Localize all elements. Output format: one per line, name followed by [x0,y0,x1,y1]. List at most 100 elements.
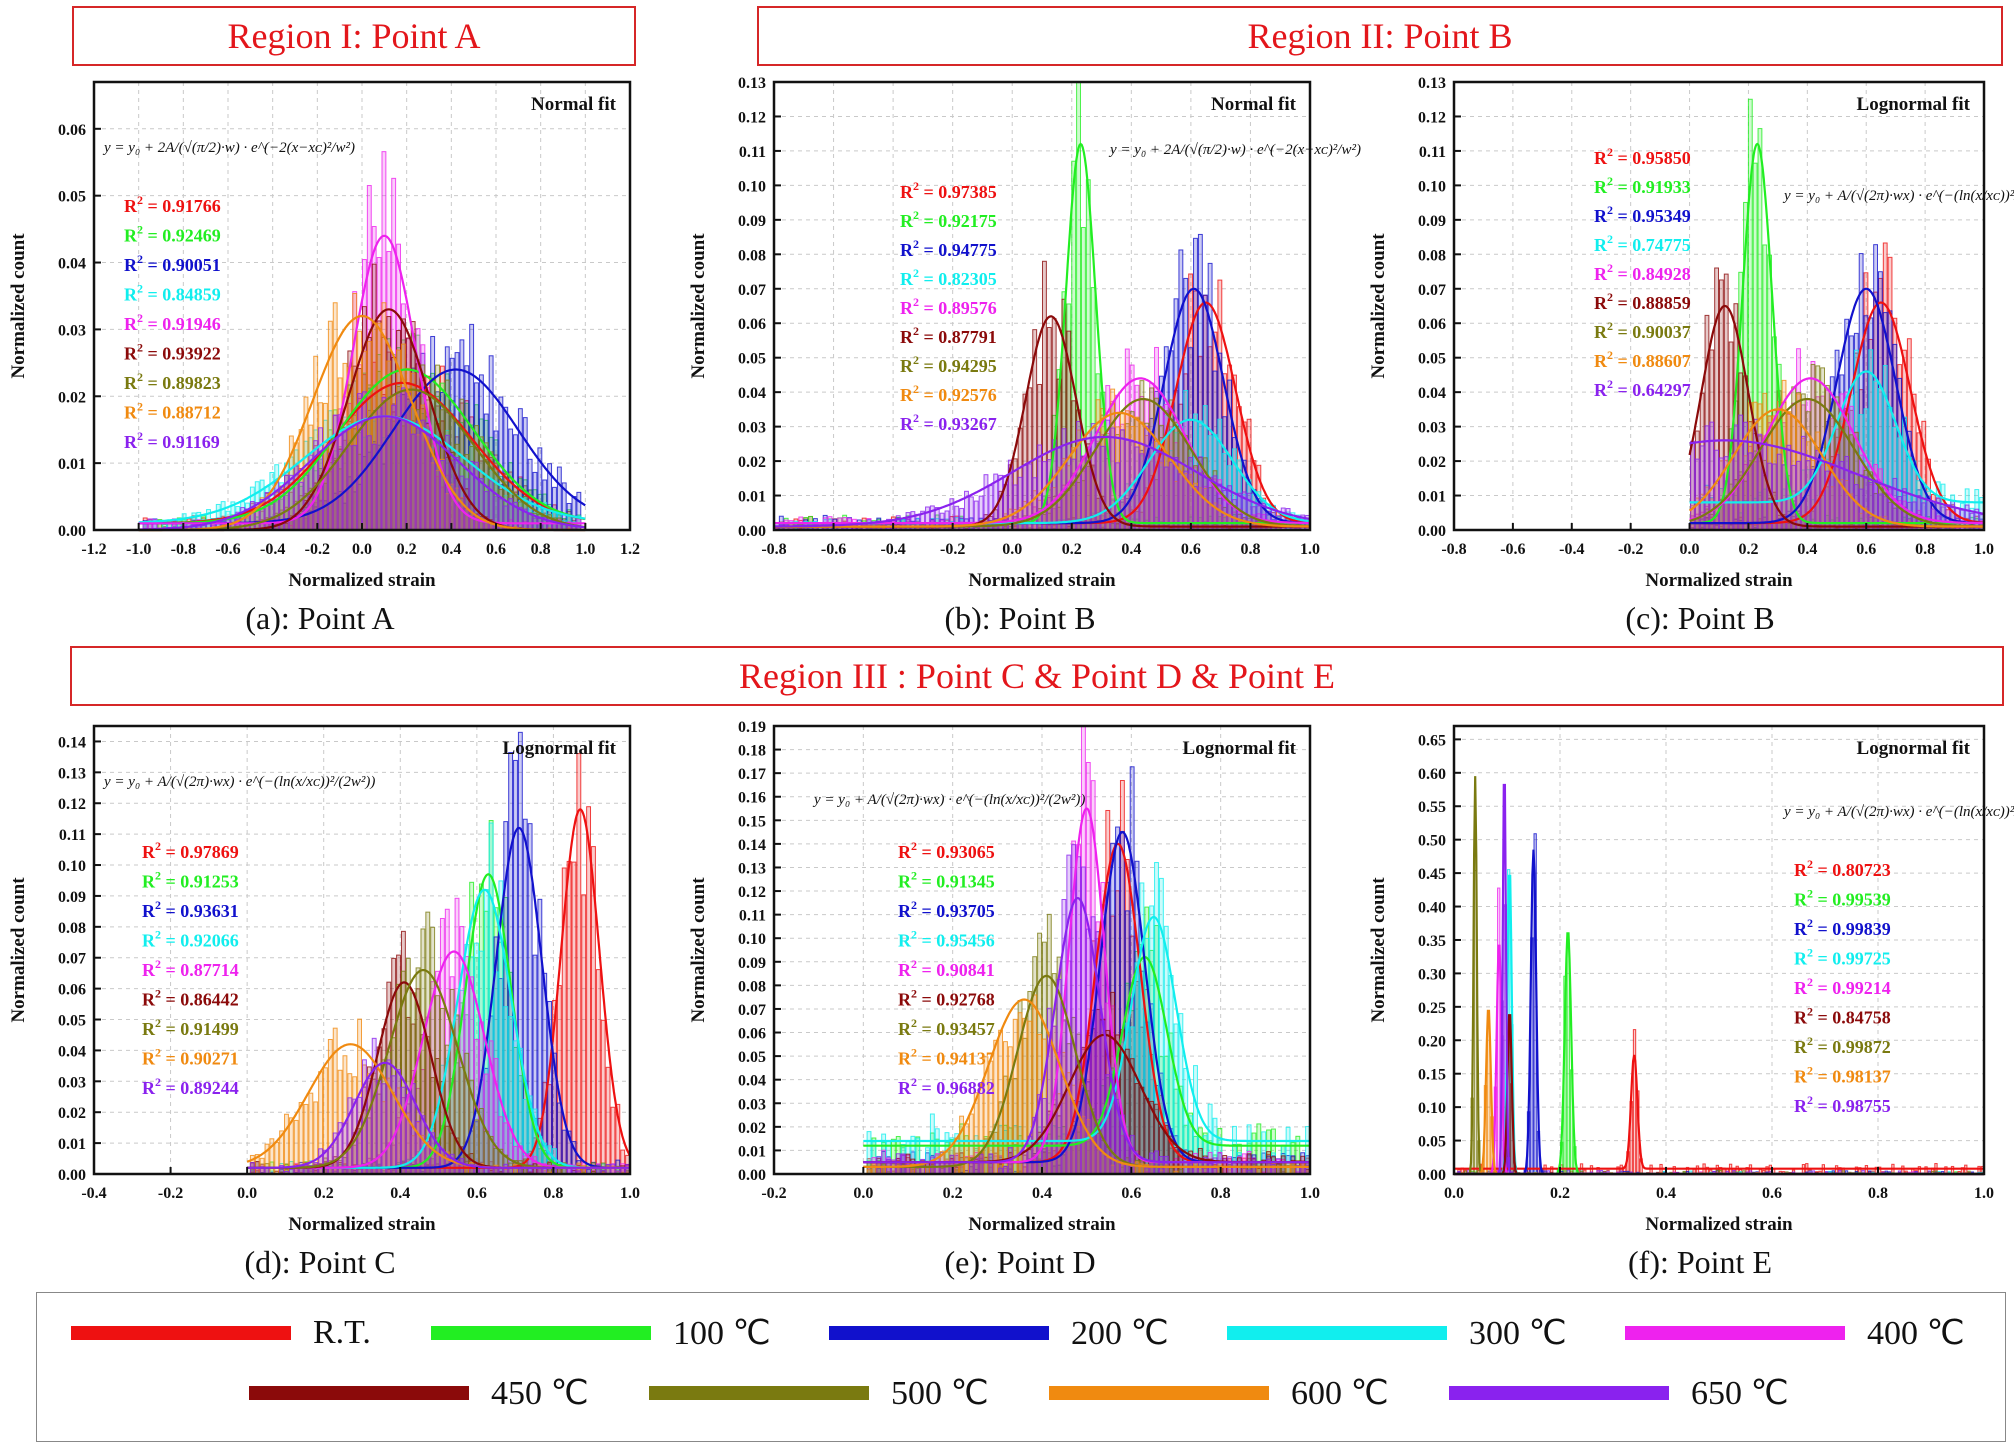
caption-c: (c): Point B [1625,600,1775,636]
y-axis-title: Normalized count [1368,233,1389,379]
histogram-bar [944,1162,950,1175]
r2-superscript: 2 [1607,174,1613,188]
histogram-bar [376,407,382,531]
histogram-bar [1690,440,1695,531]
r2-symbol: R [124,285,138,305]
x-tick-label: 0.6 [1762,1185,1782,1202]
r2-symbol: R [900,240,914,260]
r2-value: = 0.94137 [917,1049,995,1069]
r2-label: R2 = 0.93922 [124,341,221,364]
r2-label: R2 = 0.92175 [900,208,997,231]
legend-label: R.T. [313,1314,371,1351]
x-tick-label: -0.2 [305,541,330,558]
plot-frame [772,80,1312,532]
r2-symbol: R [898,1049,912,1069]
legend-label: 600 ℃ [1291,1375,1389,1412]
chart-panel-d: -0.4 -0.2 0.0 0.2 0.4 0.6 0.8 1.0 0.00 0.01 0.02 0.… [8,724,640,1235]
histogram-bar [1076,856,1081,1175]
r2-superscript: 2 [137,429,143,443]
r2-label: R2 = 0.89576 [900,295,997,318]
r2-value: = 0.64297 [1613,380,1691,400]
fit-curve-600 [1688,408,1984,528]
r2-symbol: R [124,255,138,275]
r2-superscript: 2 [1807,1093,1813,1107]
y-axis-title: Normalized count [688,233,709,379]
r2-superscript: 2 [911,869,917,883]
y-tick-label: 0.07 [58,951,86,968]
x-tick-label: 0.0 [1444,1185,1464,1202]
y-tick-label: 0.00 [58,523,86,540]
y-tick-label: 0.09 [1418,213,1446,230]
x-tick-label: 0.0 [1680,541,1700,558]
y-axis-title: Normalized count [1368,877,1389,1023]
caption-b: (b): Point B [944,600,1096,636]
histogram-bar [1071,458,1077,531]
histogram-bar [400,387,406,531]
y-tick-label: 0.01 [58,1136,86,1153]
fit-type-label: Normal fit [1211,94,1297,115]
y-tick-label: 0.13 [738,860,766,877]
r2-superscript: 2 [913,411,919,425]
y-tick-label: 0.10 [58,858,86,875]
r2-value: = 0.87714 [161,960,239,980]
y-tick-label: 0.05 [738,1049,766,1066]
r2-superscript: 2 [913,353,919,367]
r2-symbol: R [142,872,156,892]
y-tick-label: 0.30 [1418,966,1446,983]
r2-value: = 0.90271 [161,1049,239,1069]
y-tick-label: 0.08 [58,920,86,937]
y-tick-label: 0.05 [58,189,86,206]
x-tick-label: 0.6 [486,541,506,558]
histogram-bar [876,1156,882,1175]
histogram-bar [600,1019,606,1175]
fit-curve-600 [863,998,1310,1168]
fit-equation: y = y₀ + A/(√(2π)·wx) · e^(−(ln(x/xᴄ))²/… [102,774,375,790]
histogram-bar [566,860,572,1175]
x-tick-label: 0.2 [943,1185,963,1202]
r2-label: R2 = 0.91946 [124,311,221,334]
r2-superscript: 2 [911,957,917,971]
x-tick-label: 0.2 [1062,541,1082,558]
r2-value: = 0.99214 [1813,978,1891,998]
r2-value: = 0.97385 [919,182,997,202]
x-tick-label: 0.2 [397,541,417,558]
y-tick-label: 0.03 [738,420,766,437]
histogram-bar [964,1123,969,1175]
r2-symbol: R [1594,264,1608,284]
x-tick-label: 0.6 [1856,541,1876,558]
y-tick-label: 0.15 [1418,1067,1446,1084]
r2-label: R2 = 0.80723 [1794,857,1891,880]
x-tick-label: 0.6 [467,1185,487,1202]
x-tick-label: -0.4 [1559,541,1584,558]
x-tick-label: 1.0 [620,1185,640,1202]
r2-label: R2 = 0.88712 [124,400,221,423]
x-axis-title: Normalized strain [1645,570,1793,591]
legend-swatch [1449,1386,1669,1400]
r2-value: = 0.82305 [919,269,997,289]
legend-label: 300 ℃ [1469,1315,1567,1352]
r2-superscript: 2 [137,252,143,266]
r2-symbol: R [900,269,914,289]
r2-value: = 0.93705 [917,901,995,921]
histogram-bar [381,1083,387,1175]
y-tick-label: 0.10 [1418,1100,1446,1117]
histogram-bar [1632,1029,1637,1175]
x-tick-label: -0.6 [215,541,240,558]
r2-symbol: R [124,196,138,216]
r2-label: R2 = 0.93631 [142,898,239,921]
histogram-bar [1100,445,1106,531]
r2-superscript: 2 [911,928,917,942]
y-tick-label: 0.03 [738,1096,766,1113]
r2-value: = 0.98137 [1813,1067,1891,1087]
r2-superscript: 2 [1607,348,1613,362]
legend-item-600: 600 ℃ [1049,1373,1389,1413]
y-tick-label: 0.11 [739,144,766,161]
r2-symbol: R [1794,949,1808,969]
r2-value: = 0.97869 [161,842,239,862]
x-tick-label: 0.4 [1656,1185,1676,1202]
histogram-bar [366,435,372,531]
r2-symbol: R [142,990,156,1010]
r2-label: R2 = 0.74775 [1594,232,1691,255]
histogram-bar [1878,493,1883,531]
x-tick-label: -0.6 [821,541,846,558]
